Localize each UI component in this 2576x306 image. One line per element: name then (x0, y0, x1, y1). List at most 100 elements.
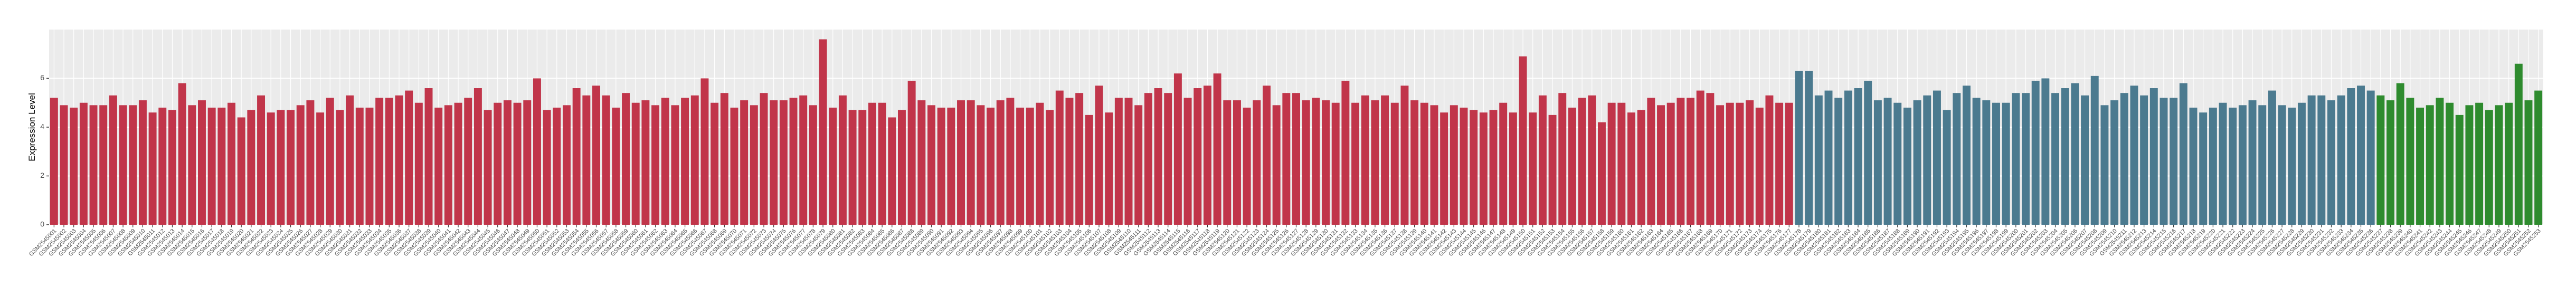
bar (1046, 110, 1054, 225)
bar (2209, 108, 2217, 225)
bar (996, 100, 1005, 225)
bar (2012, 93, 2020, 225)
bar (1893, 102, 1902, 225)
bar (1588, 95, 1596, 225)
bar (1716, 105, 1725, 225)
bar (424, 88, 433, 225)
bar (730, 108, 738, 225)
bar (1666, 102, 1675, 225)
bar (1400, 85, 1409, 225)
bar (2297, 102, 2306, 225)
bar (2396, 83, 2404, 225)
bar (2179, 83, 2187, 225)
bar (355, 108, 364, 225)
bar (1114, 98, 1123, 225)
bar (1381, 95, 1389, 225)
bar (1331, 102, 1340, 225)
bar (2268, 90, 2276, 225)
bar (60, 105, 68, 225)
bar (2140, 95, 2148, 225)
bar (2199, 112, 2208, 225)
bar (1775, 102, 1784, 225)
bar (1854, 88, 1862, 225)
bar (967, 100, 975, 225)
bar (2219, 102, 2227, 225)
bar (228, 102, 235, 225)
bar (296, 105, 305, 225)
bar (2189, 108, 2198, 225)
bar (582, 95, 591, 225)
bar (740, 100, 749, 225)
bar (1154, 88, 1162, 225)
bar (346, 95, 354, 225)
bar (651, 105, 660, 225)
bar (907, 81, 916, 225)
bar (237, 117, 245, 225)
bar (2386, 100, 2394, 225)
y-tick-label: 0 (40, 220, 44, 228)
bar (750, 105, 758, 225)
bar (1450, 105, 1458, 225)
bar (2100, 105, 2109, 225)
bar (631, 102, 640, 225)
bar (247, 110, 255, 225)
bar (454, 102, 462, 225)
bar (198, 100, 206, 225)
bar (1124, 98, 1133, 225)
bar (848, 110, 857, 225)
bar (1834, 98, 1843, 225)
bar (2061, 88, 2069, 225)
bar (1105, 112, 1113, 225)
bar (1095, 85, 1103, 225)
bar (1795, 71, 1803, 225)
bar (760, 93, 768, 225)
bar (1016, 108, 1025, 225)
bar (690, 95, 699, 225)
bar (2436, 98, 2444, 225)
bar (1913, 100, 1921, 225)
y-tick-label: 4 (40, 122, 44, 131)
bar (2416, 108, 2425, 225)
bar (395, 95, 403, 225)
bar (1548, 114, 1557, 225)
bar (789, 98, 798, 225)
bar (2090, 75, 2099, 225)
bar (1194, 88, 1202, 225)
bar (2130, 85, 2138, 225)
bar (188, 105, 196, 225)
bar (1253, 100, 1261, 225)
bar (1765, 95, 1774, 225)
bar (888, 117, 896, 225)
bar (858, 110, 867, 225)
bar (711, 102, 719, 225)
bar (1903, 108, 1911, 225)
bar (1657, 105, 1665, 225)
bar (2357, 85, 2365, 225)
bar (119, 105, 127, 225)
bar (70, 108, 78, 225)
bar (1677, 98, 1685, 225)
bar (1519, 56, 1527, 225)
bar (1203, 85, 1211, 225)
bar (1637, 110, 1645, 225)
bar (1036, 102, 1044, 225)
bar (553, 108, 561, 225)
bar (681, 98, 689, 225)
bar (937, 108, 945, 225)
bar (1538, 95, 1547, 225)
bar (473, 88, 482, 225)
bar (819, 39, 827, 225)
bar (1134, 105, 1143, 225)
bar (444, 105, 452, 225)
bar (2485, 110, 2493, 225)
bar (2278, 105, 2286, 225)
bar (799, 95, 808, 225)
bar (1597, 122, 1606, 225)
bar (720, 93, 728, 225)
bar (2022, 93, 2030, 225)
bar (494, 102, 502, 225)
bar (1164, 93, 1172, 225)
bar (1351, 102, 1360, 225)
bar (1026, 108, 1034, 225)
